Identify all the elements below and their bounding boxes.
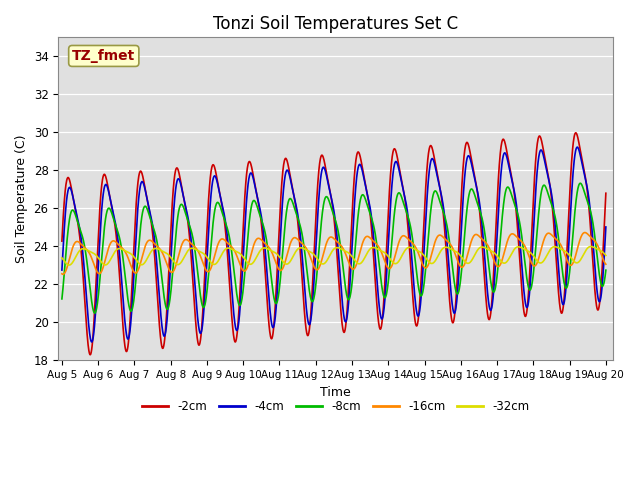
X-axis label: Time: Time <box>320 386 351 399</box>
Title: Tonzi Soil Temperatures Set C: Tonzi Soil Temperatures Set C <box>213 15 458 33</box>
Text: TZ_fmet: TZ_fmet <box>72 49 136 63</box>
Y-axis label: Soil Temperature (C): Soil Temperature (C) <box>15 134 28 263</box>
Legend: -2cm, -4cm, -8cm, -16cm, -32cm: -2cm, -4cm, -8cm, -16cm, -32cm <box>137 395 534 418</box>
